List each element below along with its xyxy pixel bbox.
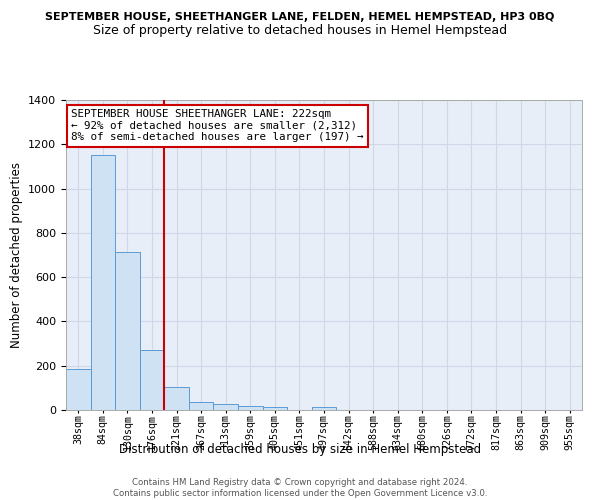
- Bar: [189, 402, 214, 410]
- Text: Size of property relative to detached houses in Hemel Hempstead: Size of property relative to detached ho…: [93, 24, 507, 37]
- Bar: [115, 252, 140, 410]
- Bar: [263, 407, 287, 410]
- Text: SEPTEMBER HOUSE SHEETHANGER LANE: 222sqm
← 92% of detached houses are smaller (2: SEPTEMBER HOUSE SHEETHANGER LANE: 222sqm…: [71, 110, 364, 142]
- Bar: [140, 350, 164, 410]
- Bar: [238, 406, 263, 410]
- Text: Contains HM Land Registry data © Crown copyright and database right 2024.
Contai: Contains HM Land Registry data © Crown c…: [113, 478, 487, 498]
- Bar: [164, 387, 189, 410]
- Bar: [312, 407, 336, 410]
- Bar: [214, 404, 238, 410]
- Text: SEPTEMBER HOUSE, SHEETHANGER LANE, FELDEN, HEMEL HEMPSTEAD, HP3 0BQ: SEPTEMBER HOUSE, SHEETHANGER LANE, FELDE…: [46, 12, 554, 22]
- Bar: [91, 156, 115, 410]
- Text: Distribution of detached houses by size in Hemel Hempstead: Distribution of detached houses by size …: [119, 442, 481, 456]
- Y-axis label: Number of detached properties: Number of detached properties: [10, 162, 23, 348]
- Bar: [66, 369, 91, 410]
